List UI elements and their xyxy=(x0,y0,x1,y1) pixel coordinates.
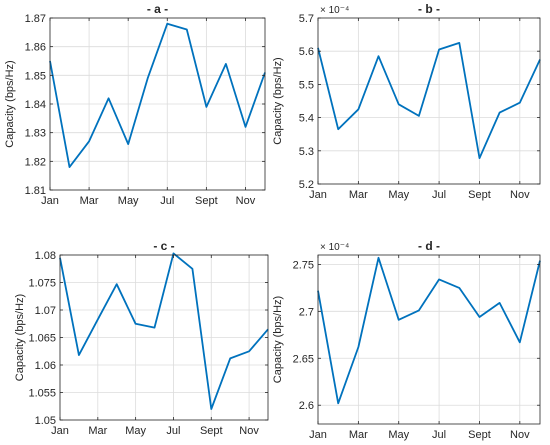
y-tick-label: 5.3 xyxy=(299,146,314,158)
y-tick-label: 1.06 xyxy=(35,360,56,372)
y-axis-exponent: × 10⁻⁴ xyxy=(320,242,349,253)
y-axis-label: Capacity (bps/Hz) xyxy=(4,60,16,147)
y-tick-label: 1.87 xyxy=(25,13,46,25)
x-tick-label: Mar xyxy=(349,429,368,441)
x-tick-label: Mar xyxy=(80,195,99,207)
y-axis-label: Capacity (bps/Hz) xyxy=(272,296,284,383)
plot-area xyxy=(318,255,540,424)
chart-panel-a: 1.81 1.82 1.83 1.84 1.85 1.86 1.87 Jan Mar May Jul… xyxy=(4,2,266,207)
y-axis-label: Capacity (bps/Hz) xyxy=(272,57,284,144)
y-tick-label: 2.75 xyxy=(293,259,314,271)
chart-panel-c: 1.05 1.055 1.06 1.065 1.07 1.075 1.08 Jan Mar May… xyxy=(14,239,269,437)
x-tick-label: Jul xyxy=(160,195,174,207)
series-line xyxy=(317,42,541,160)
x-tick-label: Sept xyxy=(195,195,218,207)
x-tick-label: Jul xyxy=(432,429,446,441)
x-tick-label: Sept xyxy=(200,425,223,437)
x-tick-label: May xyxy=(388,189,409,201)
x-tick-label: May xyxy=(118,195,139,207)
y-tick-label: 1.08 xyxy=(35,250,56,262)
x-tick-label: Mar xyxy=(88,425,107,437)
y-tick-label: 2.7 xyxy=(299,306,314,318)
series-line xyxy=(59,252,269,410)
x-tick-label: Jan xyxy=(41,195,59,207)
x-tick-label: Jan xyxy=(51,425,69,437)
chart-title: - a - xyxy=(147,2,168,16)
y-tick-label: 5.4 xyxy=(299,113,314,125)
x-tick-label: May xyxy=(388,429,409,441)
y-tick-label: 5.2 xyxy=(299,179,314,191)
y-tick-label: 1.05 xyxy=(35,415,56,427)
series-line xyxy=(49,22,266,169)
y-tick-label: 1.83 xyxy=(25,128,46,140)
axes-frame xyxy=(317,254,541,425)
x-tick-label: Mar xyxy=(349,189,368,201)
x-tick-label: Jan xyxy=(309,189,327,201)
x-tick-label: Nov xyxy=(236,195,256,207)
chart-title: - c - xyxy=(153,239,174,253)
y-tick-label: 5.7 xyxy=(299,13,314,25)
x-tick-label: Sept xyxy=(468,429,491,441)
chart-title: - b - xyxy=(418,2,440,16)
y-axis-exponent: × 10⁻⁴ xyxy=(320,5,349,16)
y-tick-label: 1.85 xyxy=(25,70,46,82)
x-tick-label: Nov xyxy=(510,429,530,441)
y-tick-label: 1.065 xyxy=(28,333,56,345)
x-tick-label: Jan xyxy=(309,429,327,441)
y-axis-label: Capacity (bps/Hz) xyxy=(14,294,26,381)
series-line xyxy=(317,256,541,405)
y-tick-label: 1.84 xyxy=(25,99,46,111)
chart-panel-b: 5.2 5.3 5.4 5.5 5.6 5.7 Jan Mar May Jul Sept Nov - b… xyxy=(272,2,541,201)
x-tick-label: May xyxy=(125,425,146,437)
x-tick-label: Sept xyxy=(468,189,491,201)
x-tick-label: Nov xyxy=(510,189,530,201)
axes-frame xyxy=(317,17,541,185)
y-tick-label: 2.6 xyxy=(299,400,314,412)
chart-title: - d - xyxy=(418,239,440,253)
y-tick-label: 1.055 xyxy=(28,388,56,400)
y-tick-label: 1.81 xyxy=(25,185,46,197)
y-tick-label: 5.5 xyxy=(299,79,314,91)
y-tick-label: 1.07 xyxy=(35,305,56,317)
y-tick-label: 1.86 xyxy=(25,42,46,54)
y-tick-label: 2.65 xyxy=(293,353,314,365)
y-tick-label: 1.82 xyxy=(25,156,46,168)
y-tick-label: 1.075 xyxy=(28,278,56,290)
y-tick-label: 5.6 xyxy=(299,46,314,58)
x-tick-label: Jul xyxy=(432,189,446,201)
plot-area xyxy=(318,18,540,184)
x-tick-label: Nov xyxy=(239,425,259,437)
chart-panel-d: 2.6 2.65 2.7 2.75 Jan Mar May Jul Sept Nov - d - Ca… xyxy=(272,239,541,441)
x-tick-label: Jul xyxy=(166,425,180,437)
